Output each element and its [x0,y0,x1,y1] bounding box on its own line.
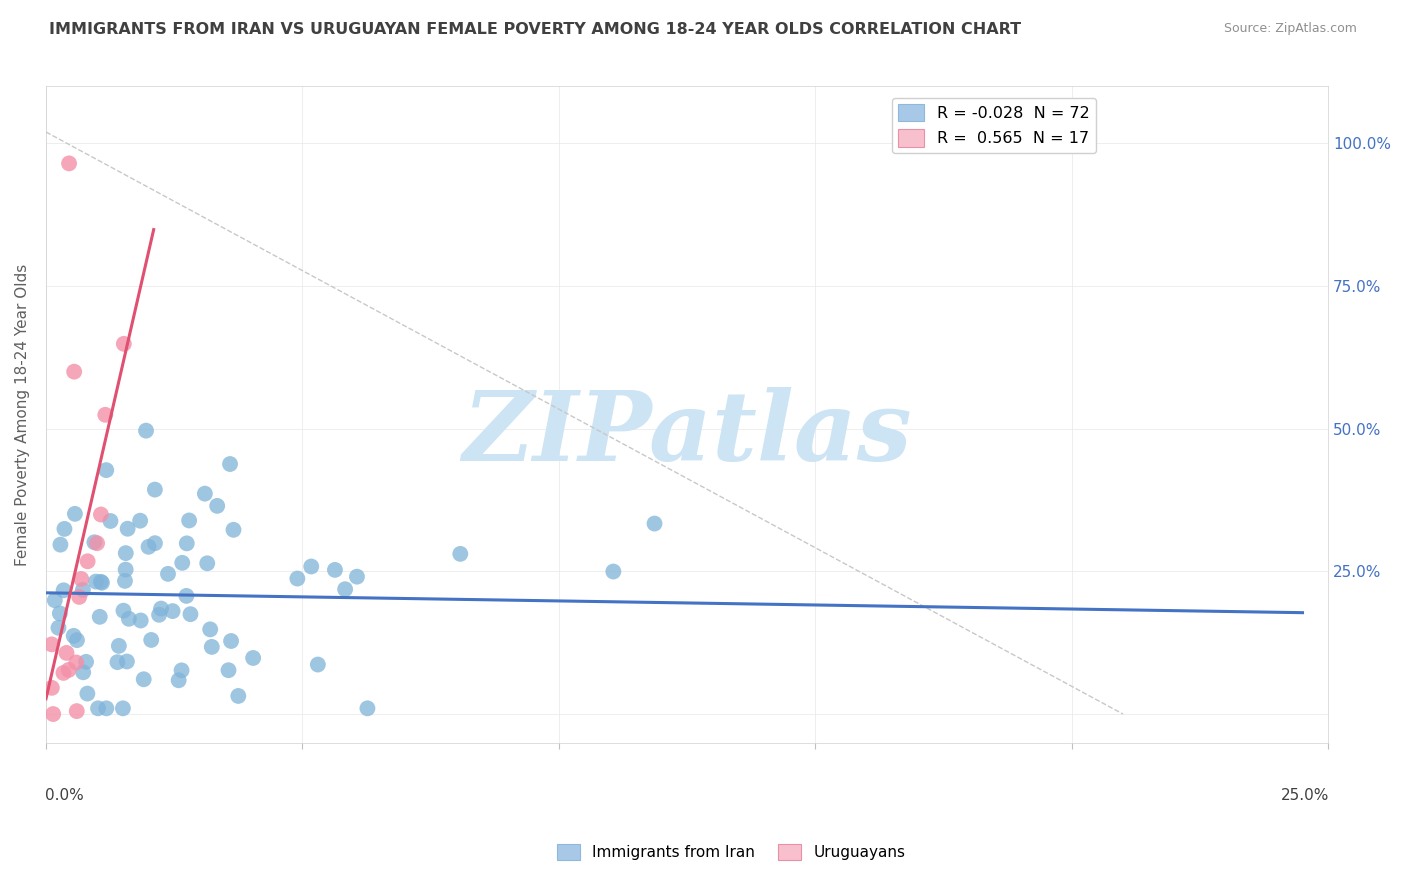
Point [117,522,139,536]
Point [156,566,179,581]
Point [111,701,134,715]
Text: 0.0%: 0.0% [45,789,83,804]
Point [242,651,264,665]
Point [226,689,249,703]
Point [72,582,94,597]
Point [162,604,184,618]
Point [323,563,346,577]
Point [90,574,112,589]
Point [179,513,201,527]
Point [150,601,173,615]
Point [115,655,138,669]
Point [112,604,135,618]
Point [148,607,170,622]
Point [58,663,80,677]
Point [76,554,98,568]
Point [63,507,86,521]
Point [194,486,217,500]
Point [100,514,122,528]
Point [205,499,228,513]
Point [58,156,80,170]
Point [138,540,160,554]
Point [201,640,224,654]
Point [333,582,356,597]
Point [170,664,193,678]
Point [49,607,72,621]
Point [346,569,368,583]
Point [66,633,89,648]
Point [63,365,86,379]
Legend: R = -0.028  N = 72, R =  0.565  N = 17: R = -0.028 N = 72, R = 0.565 N = 17 [891,97,1095,153]
Point [48,621,70,635]
Point [96,463,118,477]
Point [42,706,65,721]
Point [179,607,201,622]
Point [143,483,166,497]
Point [176,536,198,550]
Point [107,655,129,669]
Point [87,701,110,715]
Point [167,673,190,688]
Point [83,535,105,549]
Point [65,656,87,670]
Point [141,632,163,647]
Point [299,559,322,574]
Point [108,639,131,653]
Point [118,612,141,626]
Point [222,523,245,537]
Y-axis label: Female Poverty Among 18-24 Year Olds: Female Poverty Among 18-24 Year Olds [15,263,30,566]
Point [132,673,155,687]
Point [172,556,194,570]
Point [53,522,76,536]
Point [356,701,378,715]
Point [219,457,242,471]
Point [143,536,166,550]
Point [70,572,93,586]
Point [94,408,117,422]
Point [307,657,329,672]
Point [176,589,198,603]
Text: Source: ZipAtlas.com: Source: ZipAtlas.com [1223,22,1357,36]
Point [112,336,135,351]
Point [218,663,240,677]
Point [84,574,107,589]
Point [129,614,152,628]
Point [135,424,157,438]
Point [41,681,63,695]
Point [114,546,136,560]
Point [114,574,136,588]
Point [449,547,471,561]
Point [52,665,75,680]
Point [72,665,94,680]
Text: IMMIGRANTS FROM IRAN VS URUGUAYAN FEMALE POVERTY AMONG 18-24 YEAR OLDS CORRELATI: IMMIGRANTS FROM IRAN VS URUGUAYAN FEMALE… [49,22,1021,37]
Point [75,655,97,669]
Point [67,590,90,604]
Point [52,583,75,598]
Point [602,565,624,579]
Point [49,538,72,552]
Point [219,634,242,648]
Point [86,536,108,550]
Point [89,609,111,624]
Point [62,629,84,643]
Point [66,704,89,718]
Point [44,593,66,607]
Point [55,646,77,660]
Legend: Immigrants from Iran, Uruguayans: Immigrants from Iran, Uruguayans [551,838,911,866]
Text: 25.0%: 25.0% [1281,789,1330,804]
Point [129,514,152,528]
Point [198,623,221,637]
Point [287,572,309,586]
Point [91,575,114,590]
Point [114,563,136,577]
Point [41,637,63,651]
Point [76,687,98,701]
Text: ZIPatlas: ZIPatlas [463,387,912,481]
Point [644,516,666,531]
Point [96,701,118,715]
Point [90,508,112,522]
Point [195,557,218,571]
